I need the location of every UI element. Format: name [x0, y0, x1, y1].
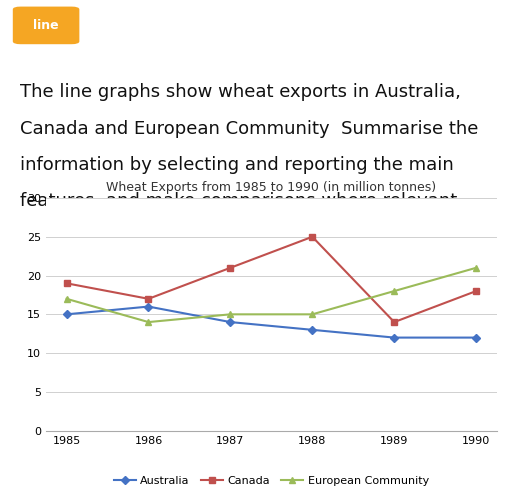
European Community: [391, 288, 397, 294]
Text: line: line: [33, 19, 59, 32]
FancyBboxPatch shape: [13, 6, 79, 44]
European Community: [63, 296, 70, 302]
Canada: [145, 296, 152, 302]
Title: Wheat Exports from 1985 to 1990 (in million tonnes): Wheat Exports from 1985 to 1990 (in mill…: [106, 181, 436, 194]
Canada: [227, 265, 233, 271]
Text: features, and make comparisons where relevant.: features, and make comparisons where rel…: [20, 192, 463, 210]
European Community: [227, 311, 233, 317]
Line: Australia: Australia: [64, 304, 479, 341]
Australia: [391, 335, 397, 341]
European Community: [145, 319, 152, 325]
Canada: [63, 280, 70, 286]
Text: Canada and European Community  Summarise the: Canada and European Community Summarise …: [20, 120, 479, 139]
Text: information by selecting and reporting the main: information by selecting and reporting t…: [20, 156, 454, 174]
Line: Canada: Canada: [63, 234, 479, 325]
European Community: [309, 311, 315, 317]
Canada: [473, 288, 479, 294]
Canada: [391, 319, 397, 325]
Legend: Australia, Canada, European Community: Australia, Canada, European Community: [109, 471, 434, 490]
Canada: [309, 234, 315, 240]
European Community: [473, 265, 479, 271]
Australia: [309, 327, 315, 333]
Line: European Community: European Community: [63, 264, 480, 326]
Australia: [145, 303, 152, 309]
Australia: [227, 319, 233, 325]
Australia: [63, 311, 70, 317]
Text: The line graphs show wheat exports in Australia,: The line graphs show wheat exports in Au…: [20, 83, 461, 101]
Australia: [473, 335, 479, 341]
